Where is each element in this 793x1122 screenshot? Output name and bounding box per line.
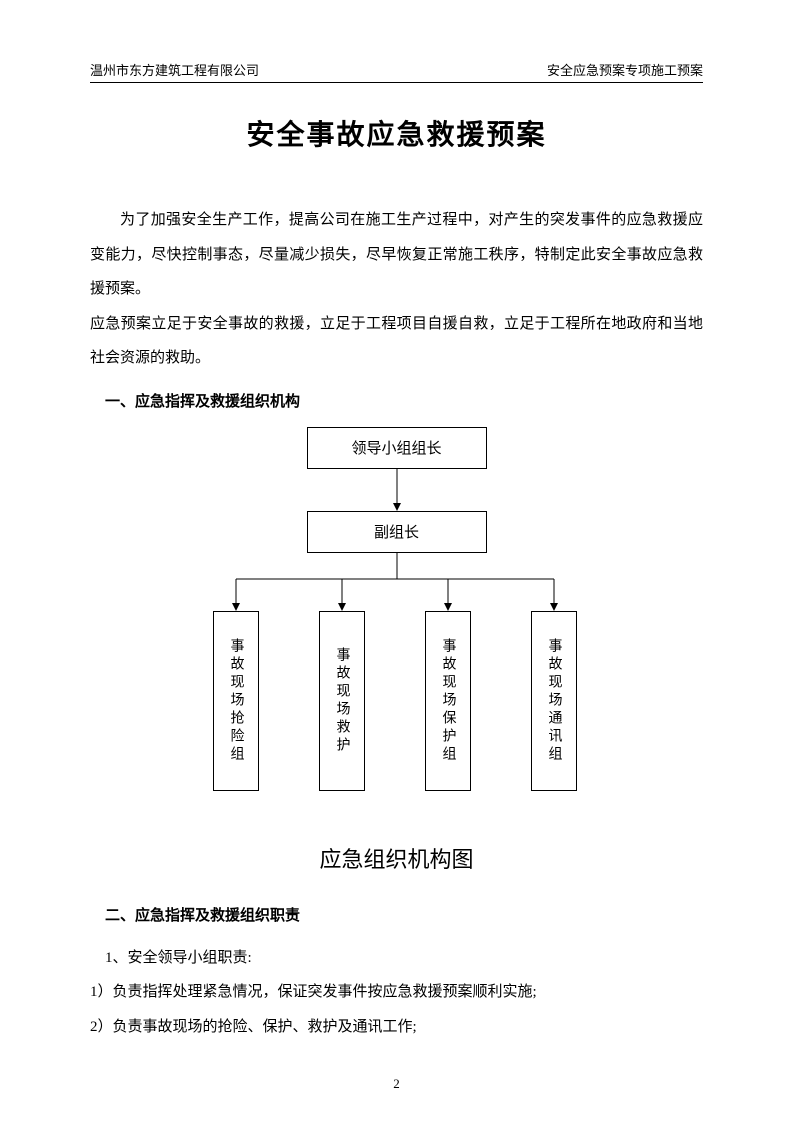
section-1-heading: 一、应急指挥及救援组织机构 [105, 390, 703, 411]
chart-caption: 应急组织机构图 [90, 842, 703, 874]
page-number: 2 [0, 1076, 793, 1092]
header-left: 温州市东方建筑工程有限公司 [90, 60, 259, 79]
org-node-group-4: 事故现场通讯组 [531, 611, 577, 791]
list-item-1: 1、安全领导小组职责: [105, 941, 703, 976]
list-item-3: 2）负责事故现场的抢险、保护、救护及通讯工作; [90, 1010, 703, 1045]
list-item-2: 1）负责指挥处理紧急情况，保证突发事件按应急救援预案顺利实施; [90, 975, 703, 1010]
header-right: 安全应急预案专项施工预案 [547, 60, 703, 79]
org-node-deputy: 副组长 [307, 511, 487, 553]
org-node-group-3: 事故现场保护组 [425, 611, 471, 791]
section-2-heading: 二、应急指挥及救援组织职责 [105, 904, 703, 925]
org-chart: 领导小组组长 副组长 事故现场抢险组 事故现场救护 事故现场保护组 事故现场通讯… [177, 427, 617, 807]
org-node-group-2: 事故现场救护 [319, 611, 365, 791]
intro-paragraph-1: 为了加强安全生产工作，提高公司在施工生产过程中，对产生的突发事件的应急救援应变能… [90, 203, 703, 307]
intro-paragraph-2: 应急预案立足于安全事故的救援，立足于工程项目自援自救，立足于工程所在地政府和当地… [90, 307, 703, 376]
page-header: 温州市东方建筑工程有限公司 安全应急预案专项施工预案 [90, 60, 703, 83]
org-node-group-1: 事故现场抢险组 [213, 611, 259, 791]
org-node-leader: 领导小组组长 [307, 427, 487, 469]
page-title: 安全事故应急救援预案 [90, 113, 703, 153]
